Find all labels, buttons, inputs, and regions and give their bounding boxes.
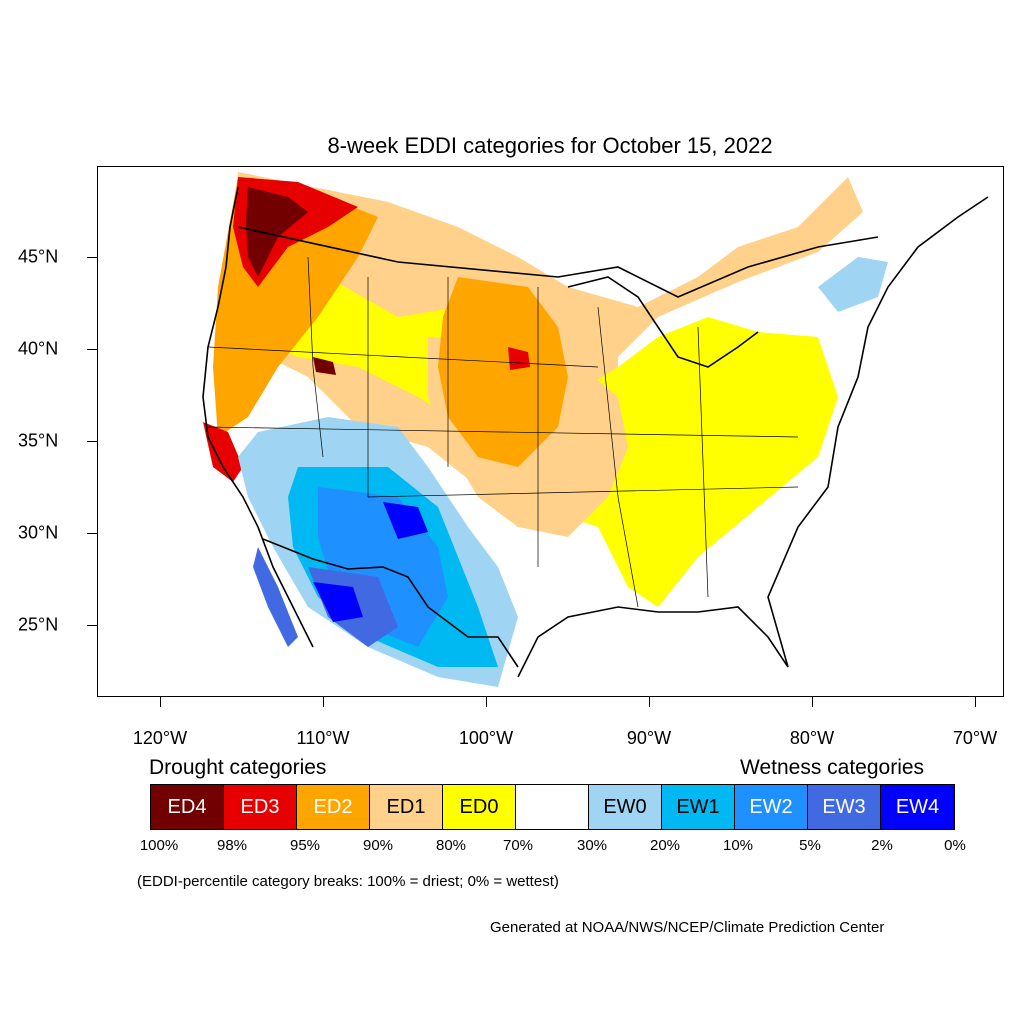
- legend-cell-ed3: ED3: [224, 785, 297, 829]
- legend-label-ew0: EW0: [603, 795, 647, 818]
- legend-cell-ed0: ED0: [443, 785, 516, 829]
- region-ew4-mexico: [313, 582, 363, 622]
- legend-cell-ew3: EW3: [808, 785, 881, 829]
- state-line-mississippi: [597, 306, 639, 608]
- state-line-lat-south: [367, 486, 799, 498]
- state-line-lat-north: [207, 346, 599, 368]
- legend-label-ed0: ED0: [459, 795, 499, 818]
- y-tick-label: 25°N: [18, 614, 59, 635]
- y-tickmark: [87, 533, 97, 534]
- y-tick-label: 40°N: [18, 338, 59, 359]
- region-ew3-baja: [253, 547, 298, 647]
- legend-color-bar: ED4 ED3 ED2 ED1 ED0 EW0 EW1 EW2 EW3 EW4: [150, 784, 955, 830]
- region-ed2-plains: [438, 277, 568, 467]
- percentile-break: 0%: [944, 837, 966, 854]
- x-tickmark: [649, 697, 650, 707]
- percentile-break: 30%: [576, 837, 608, 854]
- legend-label-ew1: EW1: [676, 795, 720, 818]
- coastlines-and-borders: [202, 186, 989, 678]
- legend-cell-ed4: ED4: [151, 785, 224, 829]
- us-mexico-border: [262, 538, 519, 668]
- legend-label-ew2: EW2: [749, 795, 793, 818]
- y-tickmark: [87, 441, 97, 442]
- legend-cell-ew0: EW0: [589, 785, 662, 829]
- state-line-rockies: [307, 256, 324, 458]
- legend-label-ew3: EW3: [822, 795, 866, 818]
- region-ed3-california: [203, 422, 243, 482]
- percentile-break: 100%: [139, 837, 179, 854]
- y-tick-label: 35°N: [18, 430, 59, 451]
- west-coast-line: [202, 186, 314, 648]
- legend-label-ed4: ED4: [167, 795, 207, 818]
- x-tick-label: 120°W: [132, 728, 188, 748]
- y-tickmark: [87, 349, 97, 350]
- percentile-break: 98%: [216, 837, 248, 854]
- state-line-east: [697, 326, 709, 598]
- x-tickmark: [975, 697, 976, 707]
- region-ed4-northwest: [246, 187, 308, 277]
- category-breaks-note: (EDDI-percentile category breaks: 100% =…: [137, 873, 559, 890]
- us-canada-border: [237, 226, 879, 298]
- percentile-break: 70%: [502, 837, 534, 854]
- percentile-break: 90%: [362, 837, 394, 854]
- y-tickmark: [87, 257, 97, 258]
- region-ew4-new-mexico: [383, 502, 428, 539]
- map-title: 8-week EDDI categories for October 15, 2…: [327, 133, 773, 158]
- legend-label-ed3: ED3: [240, 795, 280, 818]
- x-tickmark: [486, 697, 487, 707]
- x-tick-label: 100°W: [458, 728, 514, 748]
- legend-cell-ed2: ED2: [297, 785, 370, 829]
- x-tickmark: [812, 697, 813, 707]
- percentile-break: 10%: [722, 837, 754, 854]
- x-tickmark: [160, 697, 161, 707]
- legend-label-ed1: ED1: [386, 795, 426, 818]
- y-tick-label: 45°N: [18, 246, 59, 267]
- state-borders: [207, 256, 799, 608]
- x-tick-label: 80°W: [789, 728, 835, 748]
- x-tick-label: 90°W: [626, 728, 672, 748]
- gulf-coast-line: [517, 606, 789, 678]
- percentile-break: 5%: [799, 837, 821, 854]
- y-tick-label: 30°N: [18, 522, 59, 543]
- region-ed3-nebraska: [508, 347, 530, 370]
- percentile-break: 80%: [435, 837, 467, 854]
- legend-label-ew4: EW4: [895, 795, 940, 818]
- legend-cell-ew2: EW2: [735, 785, 808, 829]
- legend-label-ed2: ED2: [313, 795, 353, 818]
- x-tickmark: [323, 697, 324, 707]
- generated-credit: Generated at NOAA/NWS/NCEP/Climate Predi…: [490, 919, 885, 936]
- category-shading: [203, 172, 888, 687]
- x-tick-label: 70°W: [952, 728, 998, 748]
- great-lakes-outline: [567, 276, 759, 368]
- percentile-break: 20%: [649, 837, 681, 854]
- wetness-categories-heading: Wetness categories: [740, 756, 925, 779]
- east-coast-line: [767, 196, 989, 668]
- legend-cell-neutral: [516, 785, 589, 829]
- legend-cell-ed1: ED1: [370, 785, 443, 829]
- region-ew0-northeast: [818, 257, 888, 312]
- region-ed4-idaho: [313, 357, 336, 375]
- y-tickmark: [87, 625, 97, 626]
- percentile-break: 95%: [289, 837, 321, 854]
- legend-cell-ew1: EW1: [662, 785, 735, 829]
- legend-cell-ew4: EW4: [881, 785, 954, 829]
- us-map: [202, 172, 989, 687]
- x-tick-label: 110°W: [296, 728, 350, 748]
- percentile-break: 2%: [871, 837, 893, 854]
- map-frame: [97, 166, 1004, 697]
- drought-categories-heading: Drought categories: [149, 756, 327, 779]
- state-line-lat-mid: [207, 426, 799, 438]
